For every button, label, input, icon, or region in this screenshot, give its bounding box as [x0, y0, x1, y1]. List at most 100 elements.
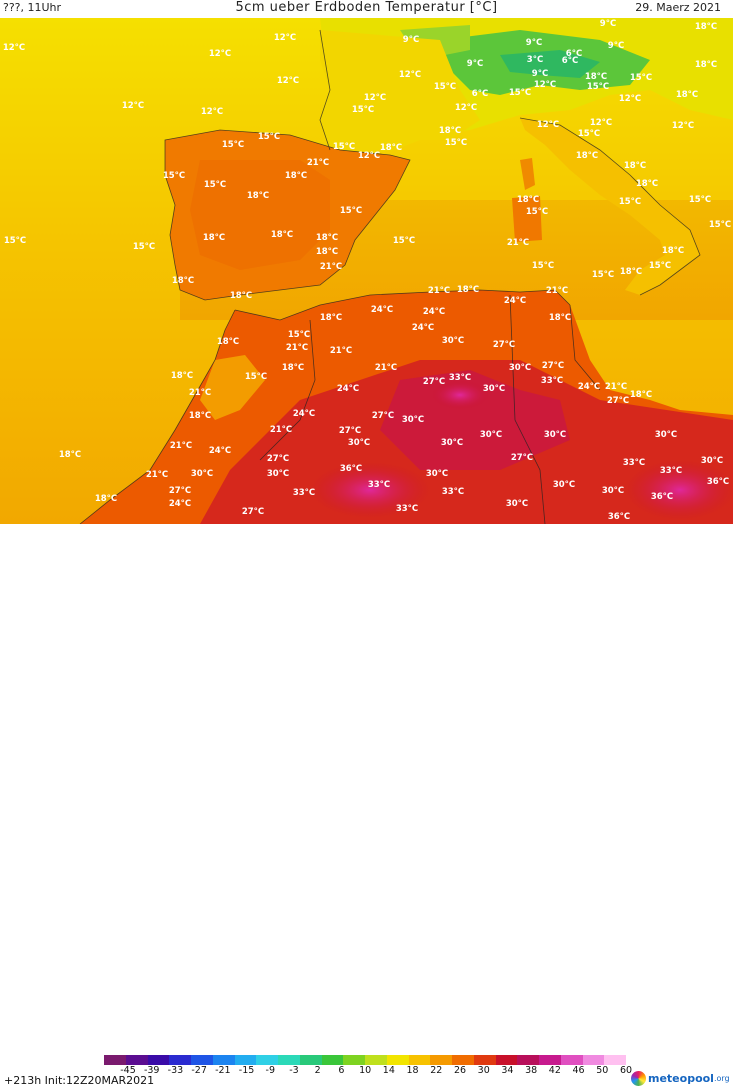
colorbar-segment	[104, 1055, 126, 1065]
temperature-label: 27°C	[607, 396, 629, 406]
temperature-label: 30°C	[509, 363, 531, 373]
temperature-label: 18°C	[630, 390, 652, 400]
colorbar-segment	[473, 1055, 496, 1065]
temperature-label: 18°C	[247, 191, 269, 201]
temperature-label: 21°C	[189, 388, 211, 398]
temperature-label: 21°C	[507, 238, 529, 248]
temperature-label: 24°C	[293, 409, 315, 419]
temperature-label: 18°C	[636, 179, 658, 189]
temperature-label: 21°C	[428, 286, 450, 296]
temperature-label: 18°C	[549, 313, 571, 323]
temperature-label: 15°C	[4, 236, 26, 246]
temperature-label: 15°C	[245, 372, 267, 382]
hotspot-3	[430, 380, 490, 410]
model-time-label: ???, 11Uhr	[3, 1, 62, 14]
temperature-label: 12°C	[201, 107, 223, 117]
temperature-label: 6°C	[472, 89, 488, 99]
temperature-label: 18°C	[439, 126, 461, 136]
temperature-label: 15°C	[689, 195, 711, 205]
temperature-label: 18°C	[230, 291, 252, 301]
temperature-label: 18°C	[316, 247, 338, 257]
colorbar-segment	[517, 1055, 539, 1065]
temperature-label: 24°C	[412, 323, 434, 333]
temperature-label: 27°C	[339, 426, 361, 436]
temperature-label: 18°C	[59, 450, 81, 460]
temperature-label: 3°C	[527, 55, 543, 65]
colorbar-segment	[125, 1055, 148, 1065]
temperature-label: 27°C	[542, 361, 564, 371]
temperature-label: 30°C	[426, 469, 448, 479]
colorbar-segment	[430, 1055, 452, 1065]
colorbar-segment	[212, 1055, 235, 1065]
colorbar-segment	[256, 1055, 278, 1065]
colorbar-segment	[560, 1055, 583, 1065]
temperature-label: 15°C	[434, 82, 456, 92]
temperature-label: 15°C	[509, 88, 531, 98]
temperature-label: 24°C	[209, 446, 231, 456]
temperature-label: 18°C	[203, 233, 225, 243]
colorbar-tick-label: 22	[430, 1065, 443, 1076]
temperature-label: 21°C	[286, 343, 308, 353]
logo-ext: .org	[713, 1073, 730, 1083]
temperature-label: 30°C	[506, 499, 528, 509]
temperature-label: 27°C	[242, 507, 264, 517]
temperature-label: 12°C	[3, 43, 25, 53]
colorbar-segment	[169, 1055, 191, 1065]
temperature-label: 30°C	[602, 486, 624, 496]
temperature-label: 30°C	[191, 469, 213, 479]
colorbar-segment	[343, 1055, 365, 1065]
colorbar-tick-label: -3	[289, 1065, 299, 1076]
temperature-label: 18°C	[320, 313, 342, 323]
temperature-label: 15°C	[288, 330, 310, 340]
temperature-label: 27°C	[372, 411, 394, 421]
temperature-label: 6°C	[562, 56, 578, 66]
temperature-label: 12°C	[122, 101, 144, 111]
temperature-label: 15°C	[592, 270, 614, 280]
temperature-label: 15°C	[445, 138, 467, 148]
colorbar-segment	[365, 1055, 387, 1065]
temperature-label: 18°C	[662, 246, 684, 256]
colorbar-tick-label: 46	[572, 1065, 585, 1076]
meteopool-logo[interactable]: meteopool .org	[631, 1069, 730, 1087]
temperature-label: 18°C	[380, 143, 402, 153]
temperature-label: 24°C	[423, 307, 445, 317]
temperature-label: 18°C	[585, 72, 607, 82]
temperature-label: 24°C	[504, 296, 526, 306]
land-sardinia	[512, 196, 542, 242]
alps-cold-core	[500, 50, 600, 78]
colorbar-tick-label: 6	[338, 1065, 345, 1076]
temperature-label: 30°C	[483, 384, 505, 394]
temperature-label: 18°C	[189, 411, 211, 421]
colorbar-tick-label: 50	[596, 1065, 609, 1076]
temperature-label: 18°C	[271, 230, 293, 240]
colorbar-tick-label: -33	[167, 1065, 184, 1076]
temperature-label: 9°C	[526, 38, 542, 48]
temperature-label: 12°C	[277, 76, 299, 86]
temperature-label: 12°C	[455, 103, 477, 113]
hotspot-1	[310, 462, 430, 518]
temperature-label: 30°C	[441, 438, 463, 448]
colorbar-segment	[234, 1055, 257, 1065]
temperature-label: 15°C	[340, 206, 362, 216]
temperature-label: 12°C	[537, 120, 559, 130]
logo-icon	[631, 1070, 646, 1086]
colorbar-segment	[539, 1055, 561, 1065]
temperature-label: 15°C	[222, 140, 244, 150]
colorbar-tick-label: -27	[191, 1065, 207, 1076]
colorbar-segment	[278, 1055, 300, 1065]
temperature-label: 18°C	[172, 276, 194, 286]
temperature-label: 15°C	[630, 73, 652, 83]
temperature-label: 30°C	[480, 430, 502, 440]
temperature-label: 30°C	[442, 336, 464, 346]
colorbar-tick-label: 34	[501, 1065, 514, 1076]
temperature-label: 18°C	[217, 337, 239, 347]
colorbar-tick-label: -15	[238, 1065, 255, 1076]
header-bar: ???, 11Uhr 5cm ueber Erdboden Temperatur…	[0, 0, 733, 18]
colorbar-tick-label: 42	[548, 1065, 561, 1076]
temperature-label: 21°C	[375, 363, 397, 373]
temperature-label: 18°C	[576, 151, 598, 161]
colorbar	[104, 1055, 626, 1065]
temperature-label: 33°C	[396, 504, 418, 514]
colorbar-tick-label: 30	[477, 1065, 490, 1076]
temperature-label: 30°C	[402, 415, 424, 425]
